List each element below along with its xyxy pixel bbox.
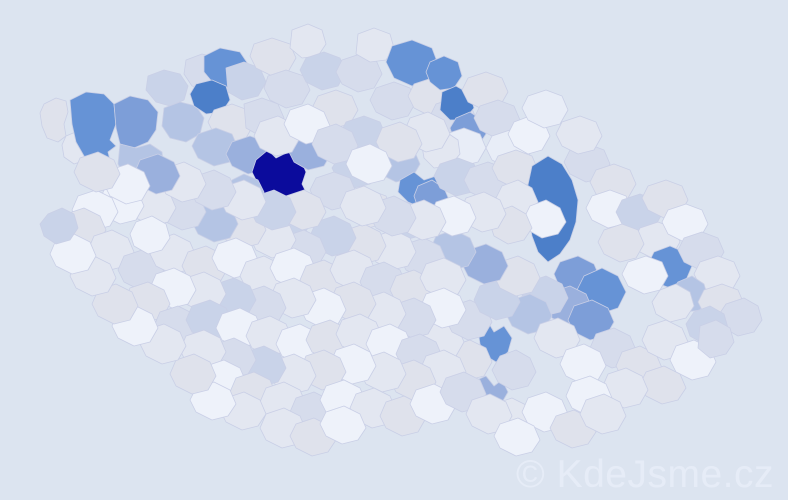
district-region[interactable] [492,350,536,390]
district-region[interactable] [598,224,644,262]
district-region[interactable] [40,208,78,244]
district-region[interactable] [340,186,386,226]
district-region[interactable] [290,24,326,58]
district-region[interactable] [226,62,266,100]
district-region[interactable] [320,406,366,444]
district-region[interactable] [556,116,602,154]
district-region[interactable] [698,320,734,358]
district-region[interactable] [74,152,120,192]
district-layer [40,24,762,456]
district-region[interactable] [494,418,540,456]
district-region[interactable] [40,98,68,142]
district-region[interactable] [652,284,694,322]
district-region[interactable] [580,394,626,434]
district-region[interactable] [70,92,116,163]
district-region[interactable] [146,70,188,106]
district-region[interactable] [370,82,416,120]
district-region[interactable] [346,144,392,184]
district-region[interactable] [300,52,346,90]
district-region[interactable] [420,258,466,298]
district-region[interactable] [376,122,422,162]
district-region[interactable] [114,96,158,148]
district-region[interactable] [264,70,310,108]
district-region[interactable] [622,256,668,294]
watermark-kdejsme: © KdeJsme.cz [516,453,774,496]
district-region[interactable] [170,354,216,394]
district-region[interactable] [522,90,568,128]
district-region[interactable] [92,284,138,324]
district-region[interactable] [130,216,170,254]
district-region[interactable] [50,234,96,274]
